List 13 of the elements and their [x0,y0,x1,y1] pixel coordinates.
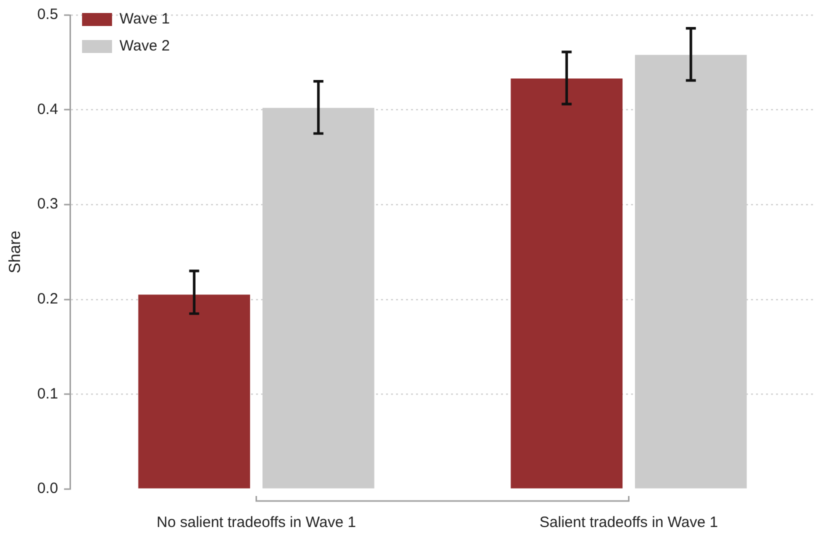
x-tick-label: Salient tradeoffs in Wave 1 [540,514,718,532]
legend-label: Wave 1 [120,10,170,28]
y-tick-label: 0.4 [37,100,58,118]
y-tick-label: 0.0 [37,480,58,498]
bar [510,78,623,488]
y-axis-title: Share [7,230,24,274]
y-tick-label: 0.3 [37,196,58,213]
bar [138,294,250,488]
x-tick-label: No salient tradeoffs in Wave 1 [156,514,356,532]
y-tick-label: 0.2 [37,290,58,308]
legend-label: Wave 2 [120,38,170,55]
y-tick-label: 0.5 [37,6,58,24]
y-tick-label: 0.1 [37,385,58,402]
